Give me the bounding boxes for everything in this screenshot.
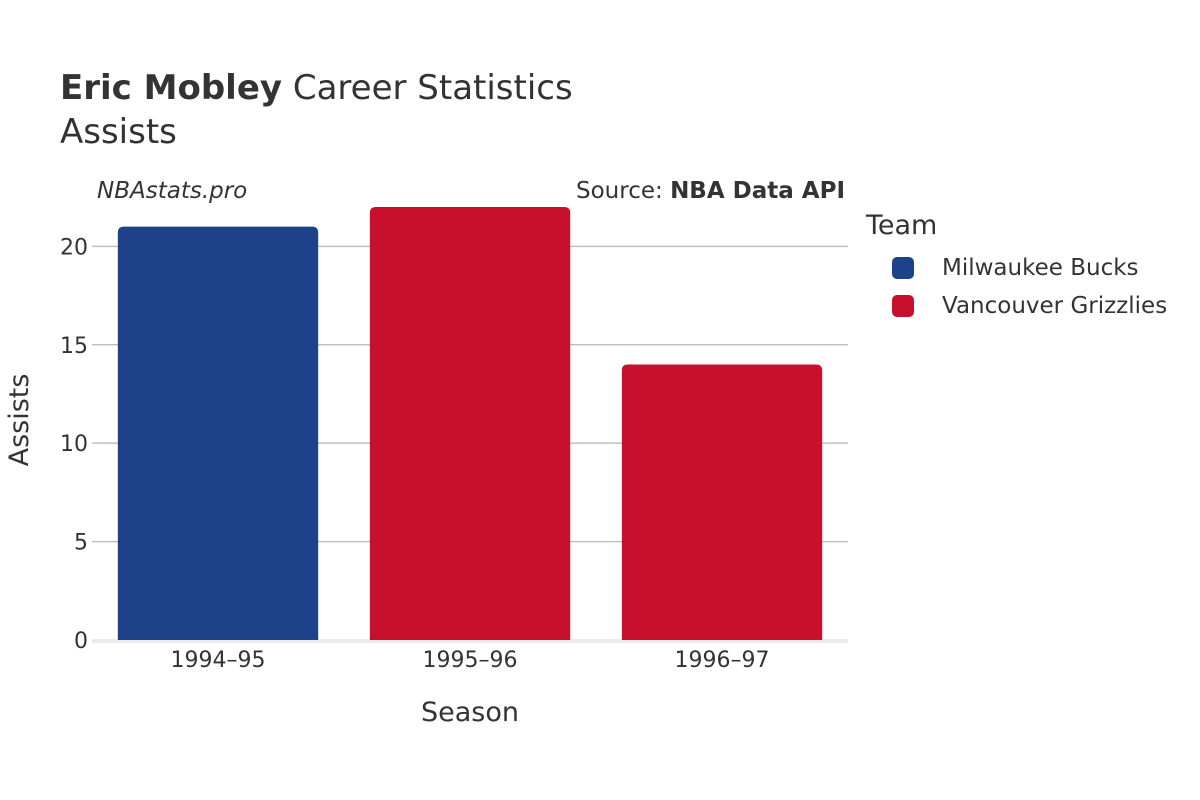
- x-axis-label: Season: [421, 697, 519, 728]
- legend-swatch: [892, 257, 914, 279]
- source-name: NBA Data API: [670, 178, 845, 204]
- source-credit: Source: NBA Data API: [576, 178, 845, 204]
- legend-title: Team: [866, 210, 938, 241]
- y-tick-label: 5: [74, 531, 88, 556]
- bar-1994–95[interactable]: [117, 226, 319, 640]
- x-tick-label: 1994–95: [171, 648, 266, 673]
- title-suffix: Career Statistics: [282, 68, 573, 108]
- y-tick-label: 15: [60, 334, 88, 359]
- legend-swatch: [892, 295, 914, 317]
- y-tick-labels: 0 5 10 15 20: [60, 235, 88, 654]
- player-name: Eric Mobley: [60, 68, 283, 108]
- y-axis-label: Assists: [4, 374, 35, 467]
- y-tick-label: 20: [60, 235, 88, 260]
- bar-1995–96[interactable]: [369, 207, 571, 640]
- x-tick-label: 1996–97: [675, 648, 770, 673]
- chart-subtitle: Assists: [60, 112, 177, 152]
- bars: [117, 207, 823, 640]
- y-tick-label: 0: [74, 629, 88, 654]
- x-tick-label: 1995–96: [423, 648, 518, 673]
- legend-label: Vancouver Grizzlies: [942, 293, 1168, 319]
- legend-label: Milwaukee Bucks: [942, 255, 1139, 281]
- x-tick-labels: 1994–95 1995–96 1996–97: [171, 648, 770, 673]
- bar-1996–97[interactable]: [621, 364, 823, 640]
- legend: Team Milwaukee Bucks Vancouver Grizzlies: [866, 210, 1167, 325]
- site-watermark: NBAstats.pro: [97, 178, 248, 204]
- chart-title: Eric Mobley Career Statistics: [60, 68, 573, 108]
- y-tick-label: 10: [60, 432, 88, 457]
- source-prefix: Source:: [576, 178, 671, 204]
- legend-item-milwaukee-bucks[interactable]: Milwaukee Bucks: [892, 249, 1167, 287]
- legend-item-vancouver-grizzlies[interactable]: Vancouver Grizzlies: [892, 287, 1167, 325]
